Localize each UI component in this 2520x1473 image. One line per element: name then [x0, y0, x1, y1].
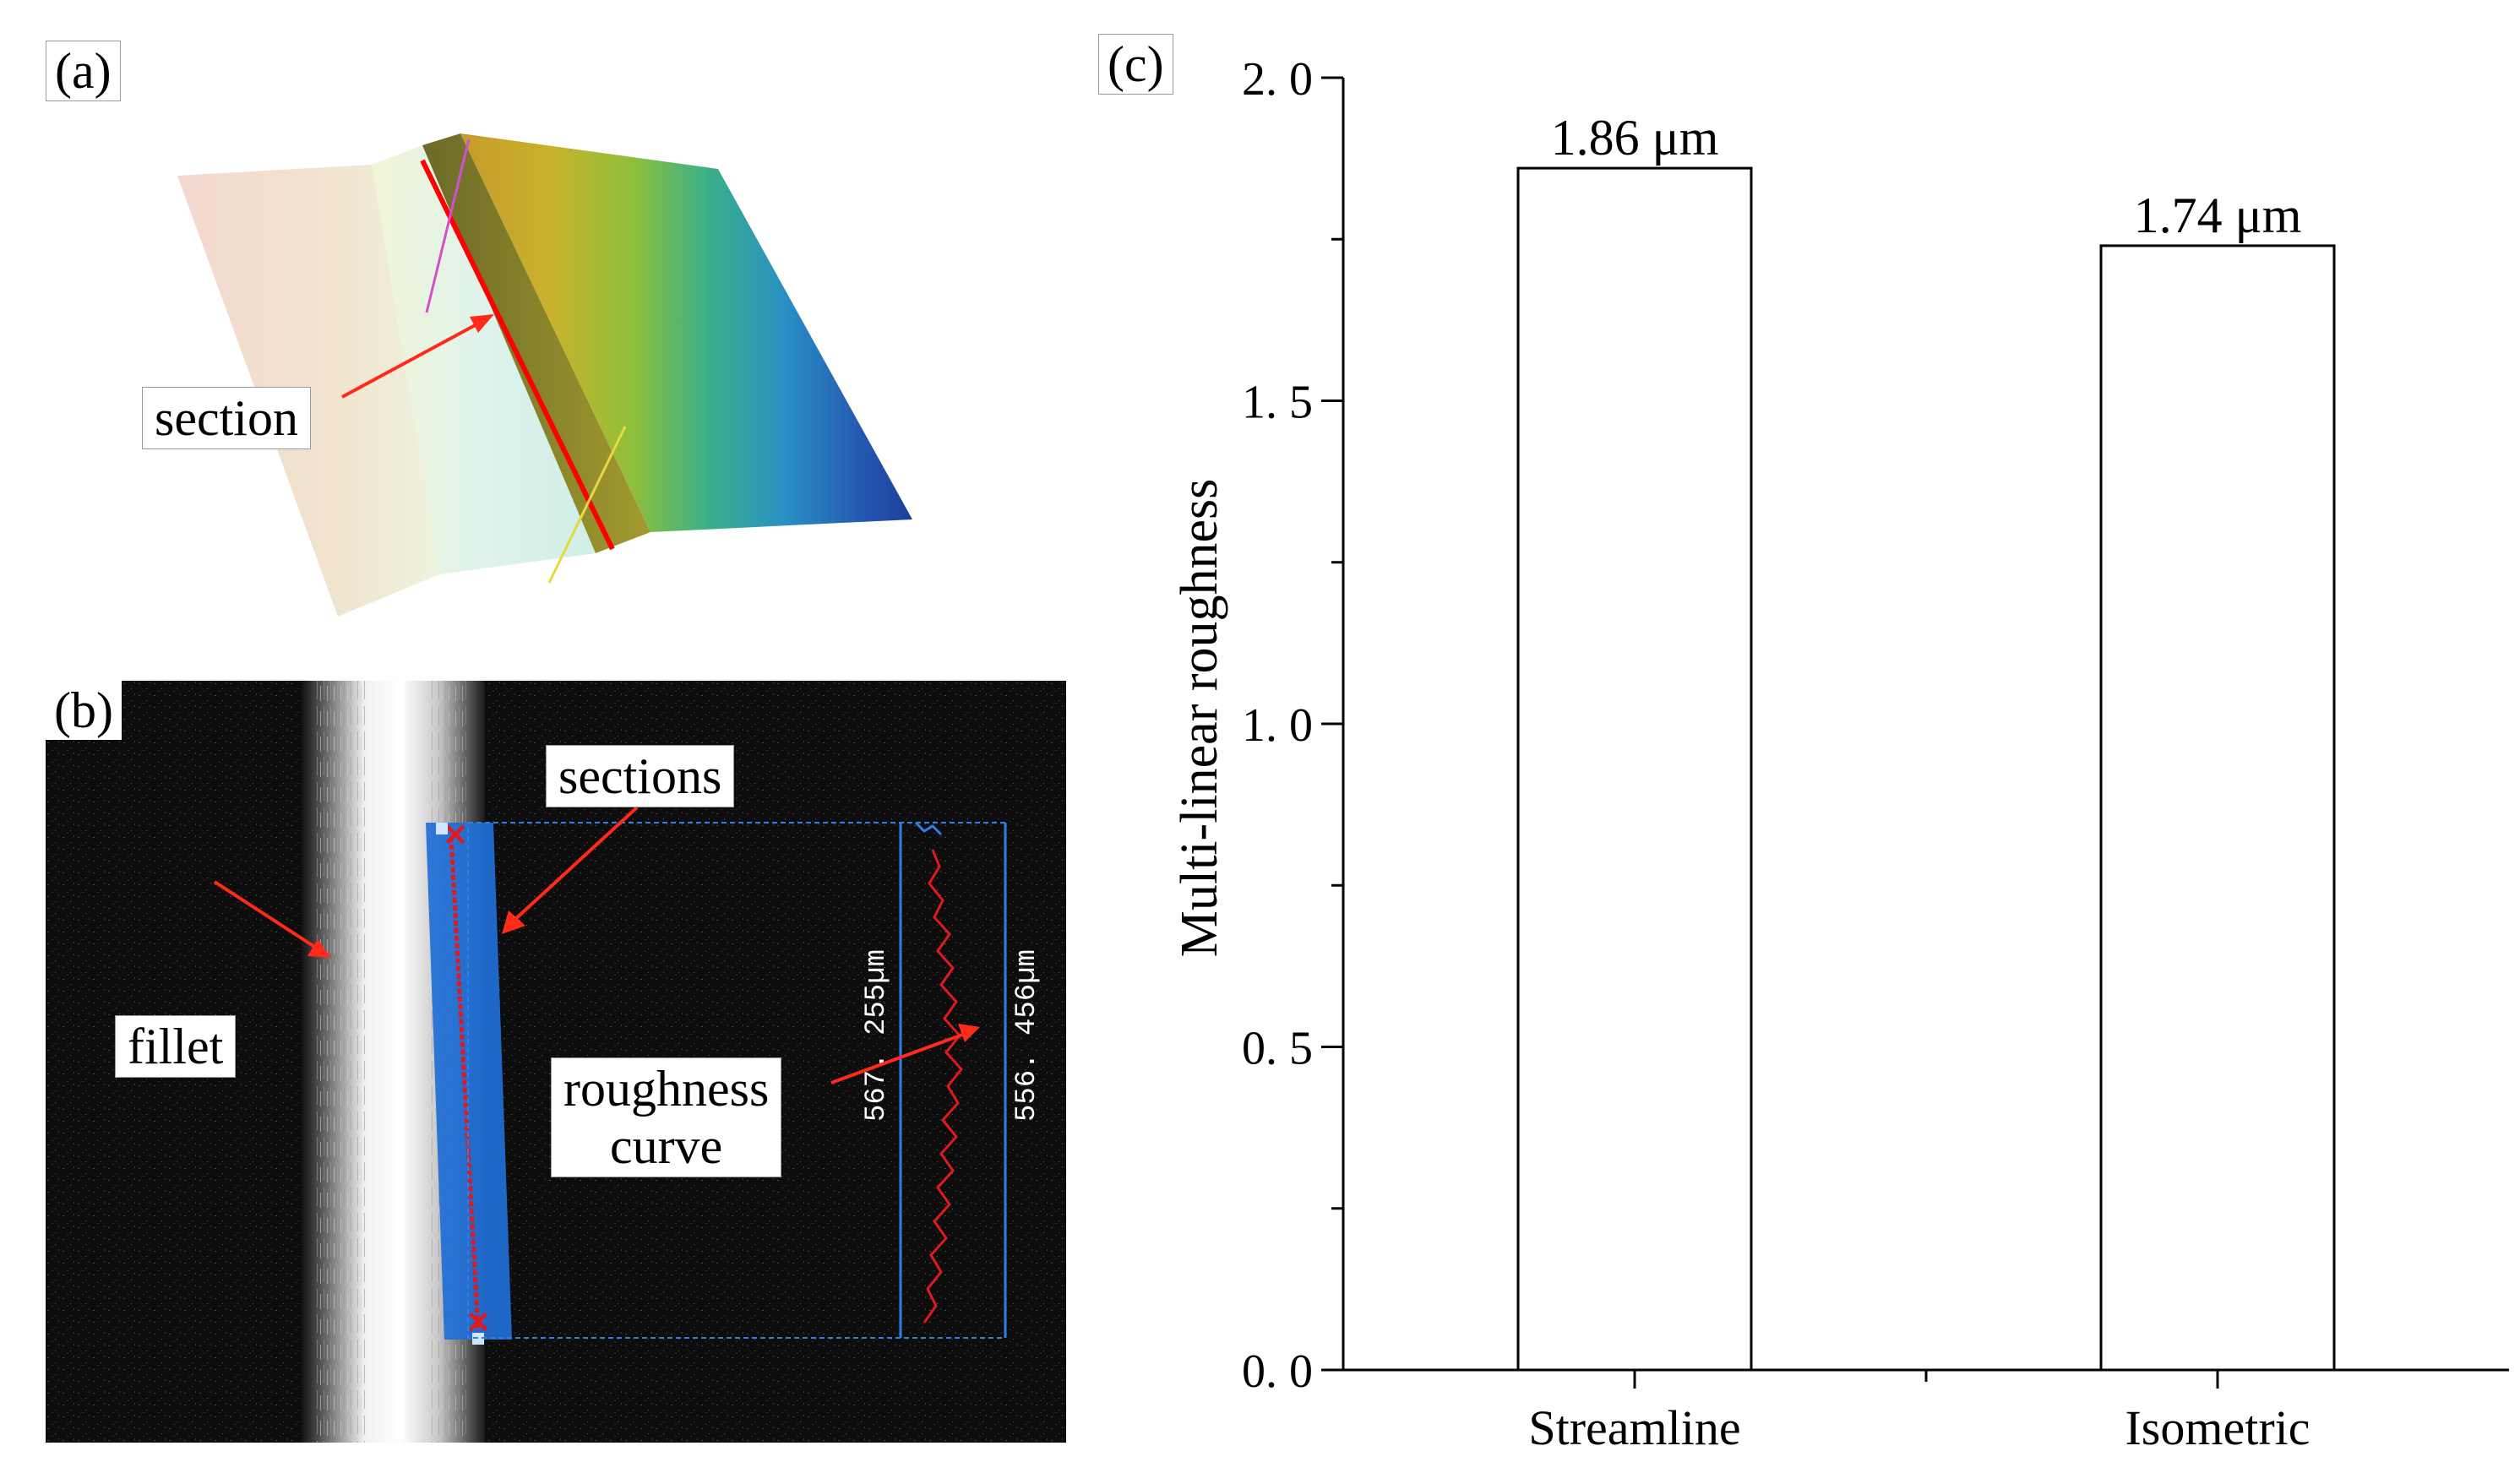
data-label-streamline: 1.86 μm: [1551, 110, 1719, 166]
fillet-arrow: [213, 880, 318, 949]
y-tick-label: 2. 0: [1242, 53, 1313, 106]
surface-right-plateau: [460, 133, 912, 532]
callout-section: section: [142, 387, 311, 449]
guide-line-magenta: [425, 139, 471, 313]
micrograph-image: ✕ ✕ 567. 255µm 556. 456µm: [46, 681, 1066, 1443]
panel-a-surface-3d: (a) section: [0, 0, 1098, 676]
y-axis: 0. 0 0. 5 1. 0 1. 5 2. 0: [1242, 53, 1345, 1398]
callout-roughness-curve: roughness curve: [551, 1057, 782, 1177]
section-arrowhead: [470, 314, 494, 333]
handle-top[interactable]: [436, 823, 448, 834]
y-tick-label: 0. 5: [1242, 1023, 1313, 1075]
surface-3d-image: [177, 133, 912, 617]
y-tick-label: 1. 5: [1242, 377, 1313, 429]
bar-streamline: [1516, 166, 1753, 1372]
roughness-curve: [923, 849, 963, 1324]
data-label-isometric: 1.74 μm: [2134, 188, 2302, 243]
sections-arrow: [511, 806, 639, 923]
y-axis-label: Multi-linear roughness: [1171, 479, 1228, 958]
bar-isometric: [2099, 244, 2336, 1372]
section-arrow: [341, 321, 481, 399]
x-tick-label: Streamline: [1528, 1400, 1740, 1455]
surface-fillet: [372, 145, 596, 574]
guide-line-yellow: [547, 426, 627, 584]
panel-b-label: (b): [46, 681, 122, 740]
bar-chart: 0. 0 0. 5 1. 0 1. 5 2. 0 Streamline Isometric…: [1171, 53, 2509, 1455]
panel-a-label: (a): [46, 41, 121, 101]
panel-c-label: (c): [1098, 34, 1173, 95]
measure-left: 567. 255µm: [861, 949, 893, 1122]
bars: 1.86 μm 1.74 μm: [1516, 110, 2336, 1372]
callout-sections: sections: [546, 745, 735, 807]
section-line-red: [449, 836, 481, 1332]
roughness-arrow: [830, 1032, 966, 1084]
surface-step-wall: [422, 133, 650, 553]
x-tick-label: Isometric: [2125, 1400, 2310, 1455]
section-line: [420, 159, 615, 551]
y-tick-label: 1. 0: [1242, 699, 1313, 752]
x-axis: Streamline Isometric: [1343, 1368, 2509, 1455]
measure-right: 556. 456µm: [1011, 949, 1043, 1122]
y-tick-label: 0. 0: [1242, 1345, 1313, 1398]
callout-fillet: fillet: [115, 1015, 237, 1078]
panel-b-micrograph: ✕ ✕ 567. 255µm 556. 456µm (b) sections f…: [46, 681, 1066, 1443]
panel-c-chart: (c) 0. 0 0. 5 1. 0 1. 5 2. 0 Streamline Isome…: [1090, 0, 2520, 1469]
